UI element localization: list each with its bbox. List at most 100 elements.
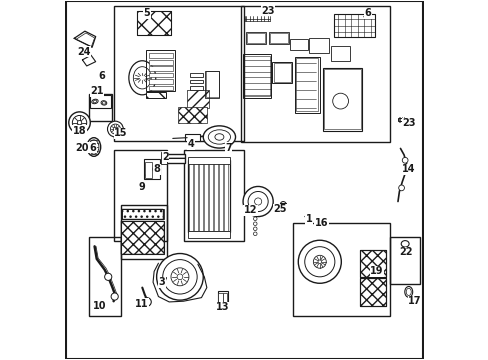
Ellipse shape [101,101,106,105]
Bar [121,221,163,253]
Bar [359,278,385,306]
Ellipse shape [93,100,97,103]
Text: 6: 6 [364,8,371,18]
Bar [149,66,172,71]
Ellipse shape [89,140,99,154]
Bar [88,94,112,121]
Circle shape [111,293,118,300]
Bar [308,38,328,53]
Bar [208,161,212,231]
Bar [359,250,385,277]
Bar [218,305,226,309]
Bar [121,209,163,220]
Bar [322,68,362,131]
Circle shape [110,124,120,134]
Bar [113,6,244,140]
Bar [88,237,121,316]
Ellipse shape [404,247,410,252]
Text: 12: 12 [244,206,257,216]
Ellipse shape [400,240,408,247]
Bar [270,33,287,43]
Circle shape [280,202,285,207]
Circle shape [156,253,203,300]
Bar [113,149,167,241]
Text: 15: 15 [114,129,127,138]
Text: 1: 1 [305,215,312,224]
Bar [137,12,171,35]
Ellipse shape [133,67,151,89]
Bar [247,33,264,43]
Ellipse shape [87,138,101,156]
Bar [145,50,174,91]
Bar [273,63,290,82]
Circle shape [146,166,152,172]
Bar [290,40,307,50]
Text: 24: 24 [77,46,90,57]
Circle shape [304,247,334,277]
Circle shape [313,255,325,268]
Text: 4: 4 [187,139,194,149]
Bar [121,221,163,253]
Text: 20: 20 [76,143,89,153]
Circle shape [142,298,151,306]
Bar [292,223,389,316]
Bar [185,134,199,140]
Circle shape [253,227,257,230]
Bar [164,154,184,163]
Text: 8: 8 [153,164,160,174]
Ellipse shape [203,126,235,148]
Circle shape [317,260,321,264]
Text: 5: 5 [143,8,150,18]
Bar [324,69,360,129]
Bar [242,54,271,98]
Text: 22: 22 [398,247,412,257]
Bar [203,161,207,231]
Text: 16: 16 [314,218,327,228]
Ellipse shape [128,61,155,95]
Circle shape [77,121,81,125]
Text: 21: 21 [90,86,103,96]
Bar [149,53,172,58]
Bar [199,161,202,231]
Circle shape [298,240,341,283]
Bar [246,32,265,44]
Bar [187,231,230,238]
Text: 18: 18 [73,126,86,135]
Circle shape [72,116,86,130]
Text: 13: 13 [215,302,228,312]
Ellipse shape [214,134,224,140]
Text: 23: 23 [402,118,415,128]
Circle shape [113,127,117,131]
Bar [188,161,192,231]
Ellipse shape [92,99,98,104]
Bar [164,154,184,163]
Circle shape [254,198,261,205]
Bar [149,60,172,64]
Text: 2: 2 [162,152,169,162]
Text: 6: 6 [90,143,96,153]
Bar [272,62,292,83]
Ellipse shape [102,102,105,104]
Bar [268,32,288,44]
Bar [219,161,222,231]
Bar [224,161,227,231]
Bar [359,250,385,277]
Bar [144,162,152,178]
Bar [121,205,167,259]
Bar [183,149,244,241]
Bar [89,95,111,108]
Circle shape [332,93,348,109]
Circle shape [145,173,151,178]
Bar [389,237,419,284]
Circle shape [104,273,112,280]
Circle shape [163,260,197,294]
Bar [149,86,172,90]
Bar [223,293,227,306]
Circle shape [247,192,267,212]
Bar [205,71,218,97]
Ellipse shape [406,288,410,296]
Bar [194,161,197,231]
Bar [161,152,166,164]
Circle shape [398,185,404,191]
Text: 17: 17 [407,296,421,306]
